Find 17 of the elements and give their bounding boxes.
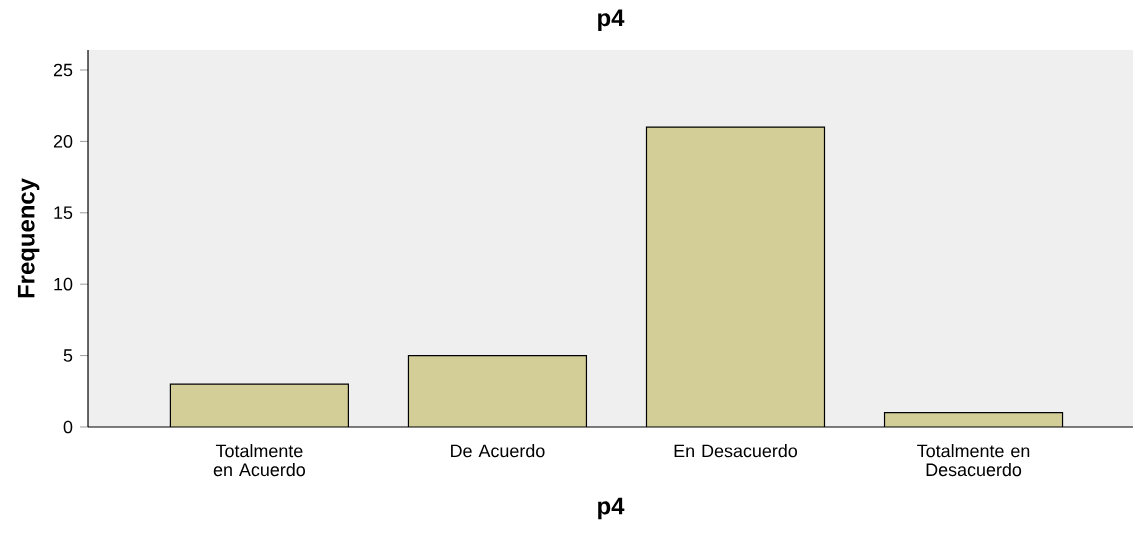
y-tick-label: 25 (53, 63, 73, 77)
y-tick-label: 10 (54, 277, 73, 291)
y-tick-label: 15 (54, 206, 73, 220)
y-tick-label: 5 (63, 349, 73, 362)
chart-title: p4 (598, 9, 625, 32)
x-tick-label: Totalmente en Acuerdo (213, 444, 305, 477)
bar (646, 127, 825, 427)
x-tick-label: Totalmente en Desacuerdo (917, 444, 1030, 477)
bar (170, 384, 349, 427)
bar (883, 412, 1064, 427)
y-tick-label: 0 (63, 420, 73, 434)
x-tick-label: En Desacuerdo (674, 444, 798, 458)
x-tick-label: De Acuerdo (451, 444, 545, 458)
y-tick-label: 20 (53, 135, 73, 148)
y-axis-title: Frequency (17, 178, 40, 298)
x-axis-title: p4 (598, 497, 625, 520)
bar (408, 355, 587, 427)
